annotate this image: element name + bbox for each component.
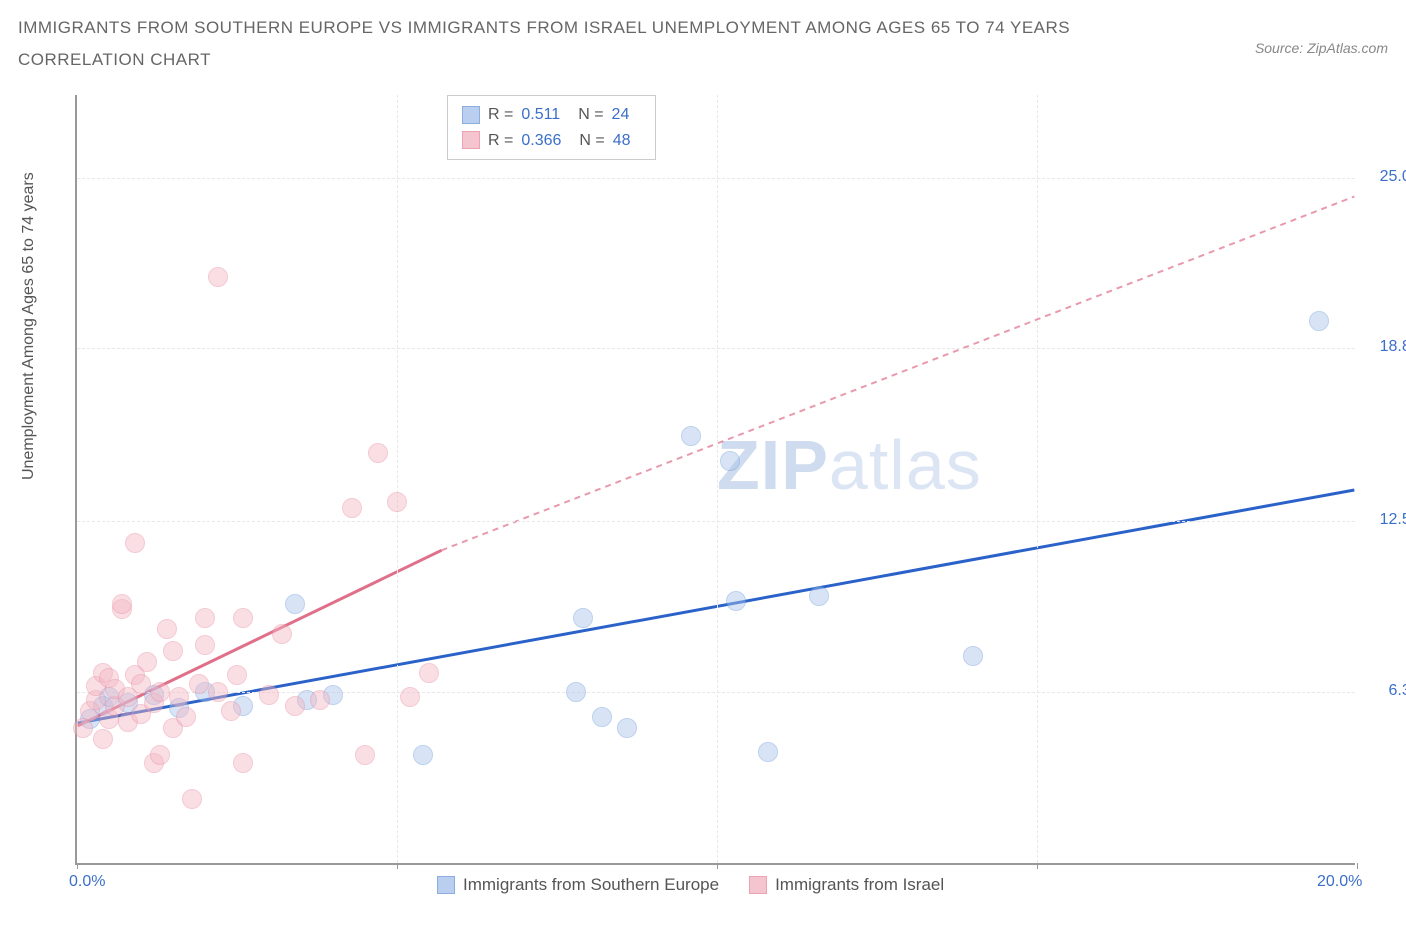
data-point bbox=[566, 682, 586, 702]
data-point bbox=[150, 682, 170, 702]
data-point bbox=[387, 492, 407, 512]
x-tick bbox=[397, 863, 398, 869]
r-label: R = bbox=[488, 128, 513, 154]
data-point bbox=[355, 745, 375, 765]
data-point bbox=[758, 742, 778, 762]
gridline-h bbox=[77, 521, 1355, 522]
data-point bbox=[400, 687, 420, 707]
page-title: IMMIGRANTS FROM SOUTHERN EUROPE VS IMMIG… bbox=[18, 12, 1070, 77]
x-tick bbox=[1357, 863, 1358, 869]
r-value-a: 0.511 bbox=[521, 102, 560, 128]
data-point bbox=[131, 674, 151, 694]
x-tick-label: 20.0% bbox=[1317, 873, 1362, 891]
x-tick bbox=[1037, 863, 1038, 869]
data-point bbox=[573, 608, 593, 628]
data-point bbox=[157, 619, 177, 639]
data-point bbox=[310, 690, 330, 710]
watermark: ZIPatlas bbox=[717, 425, 982, 505]
data-point bbox=[963, 646, 983, 666]
data-point bbox=[342, 498, 362, 518]
x-tick bbox=[77, 863, 78, 869]
data-point bbox=[259, 685, 279, 705]
data-point bbox=[176, 707, 196, 727]
gridline-h bbox=[77, 348, 1355, 349]
y-axis-label: Unemployment Among Ages 65 to 74 years bbox=[20, 172, 38, 480]
data-point bbox=[681, 426, 701, 446]
n-label: N = bbox=[578, 102, 603, 128]
data-point bbox=[93, 729, 113, 749]
data-point bbox=[227, 665, 247, 685]
legend-row-series-b: R = 0.366 N = 48 bbox=[462, 128, 641, 154]
legend-swatch-a2 bbox=[437, 876, 455, 894]
data-point bbox=[137, 652, 157, 672]
gridline-v bbox=[1037, 95, 1038, 863]
chart-svg bbox=[77, 95, 1355, 863]
data-point bbox=[726, 591, 746, 611]
y-tick-label: 25.0% bbox=[1365, 168, 1406, 186]
data-point bbox=[233, 753, 253, 773]
data-point bbox=[809, 586, 829, 606]
data-point bbox=[592, 707, 612, 727]
legend-swatch-a bbox=[462, 106, 480, 124]
r-label: R = bbox=[488, 102, 513, 128]
data-point bbox=[150, 745, 170, 765]
data-point bbox=[1309, 311, 1329, 331]
n-value-b: 48 bbox=[613, 128, 631, 154]
legend-swatch-b bbox=[462, 131, 480, 149]
data-point bbox=[221, 701, 241, 721]
series-legend: Immigrants from Southern Europe Immigran… bbox=[437, 875, 944, 895]
data-point bbox=[208, 267, 228, 287]
y-tick-label: 12.5% bbox=[1365, 511, 1406, 529]
n-value-a: 24 bbox=[612, 102, 630, 128]
watermark-light: atlas bbox=[829, 426, 982, 504]
data-point bbox=[195, 608, 215, 628]
legend-item-b: Immigrants from Israel bbox=[749, 875, 944, 895]
data-point bbox=[272, 624, 292, 644]
data-point bbox=[169, 687, 189, 707]
gridline-v bbox=[717, 95, 718, 863]
title-line-2: CORRELATION CHART bbox=[18, 50, 211, 69]
data-point bbox=[233, 608, 253, 628]
data-point bbox=[413, 745, 433, 765]
data-point bbox=[720, 451, 740, 471]
y-tick-label: 18.8% bbox=[1365, 338, 1406, 356]
source-label: Source: ZipAtlas.com bbox=[1255, 40, 1388, 56]
legend-item-a: Immigrants from Southern Europe bbox=[437, 875, 719, 895]
data-point bbox=[617, 718, 637, 738]
data-point bbox=[112, 594, 132, 614]
r-value-b: 0.366 bbox=[521, 128, 561, 154]
data-point bbox=[125, 533, 145, 553]
data-point bbox=[419, 663, 439, 683]
scatter-chart: ZIPatlas R = 0.511 N = 24 R = 0.366 N = … bbox=[75, 95, 1355, 865]
data-point bbox=[189, 674, 209, 694]
data-point bbox=[182, 789, 202, 809]
legend-row-series-a: R = 0.511 N = 24 bbox=[462, 102, 641, 128]
legend-label-b: Immigrants from Israel bbox=[775, 875, 944, 895]
correlation-legend: R = 0.511 N = 24 R = 0.366 N = 48 bbox=[447, 95, 656, 160]
header: IMMIGRANTS FROM SOUTHERN EUROPE VS IMMIG… bbox=[18, 12, 1388, 77]
data-point bbox=[208, 682, 228, 702]
gridline-h bbox=[77, 178, 1355, 179]
data-point bbox=[285, 594, 305, 614]
data-point bbox=[368, 443, 388, 463]
data-point bbox=[195, 635, 215, 655]
x-tick-label: 0.0% bbox=[69, 873, 105, 891]
legend-label-a: Immigrants from Southern Europe bbox=[463, 875, 719, 895]
x-tick bbox=[717, 863, 718, 869]
title-line-1: IMMIGRANTS FROM SOUTHERN EUROPE VS IMMIG… bbox=[18, 18, 1070, 37]
n-label: N = bbox=[579, 128, 604, 154]
legend-swatch-b2 bbox=[749, 876, 767, 894]
y-tick-label: 6.3% bbox=[1365, 682, 1406, 700]
gridline-v bbox=[397, 95, 398, 863]
data-point bbox=[163, 641, 183, 661]
data-point bbox=[285, 696, 305, 716]
